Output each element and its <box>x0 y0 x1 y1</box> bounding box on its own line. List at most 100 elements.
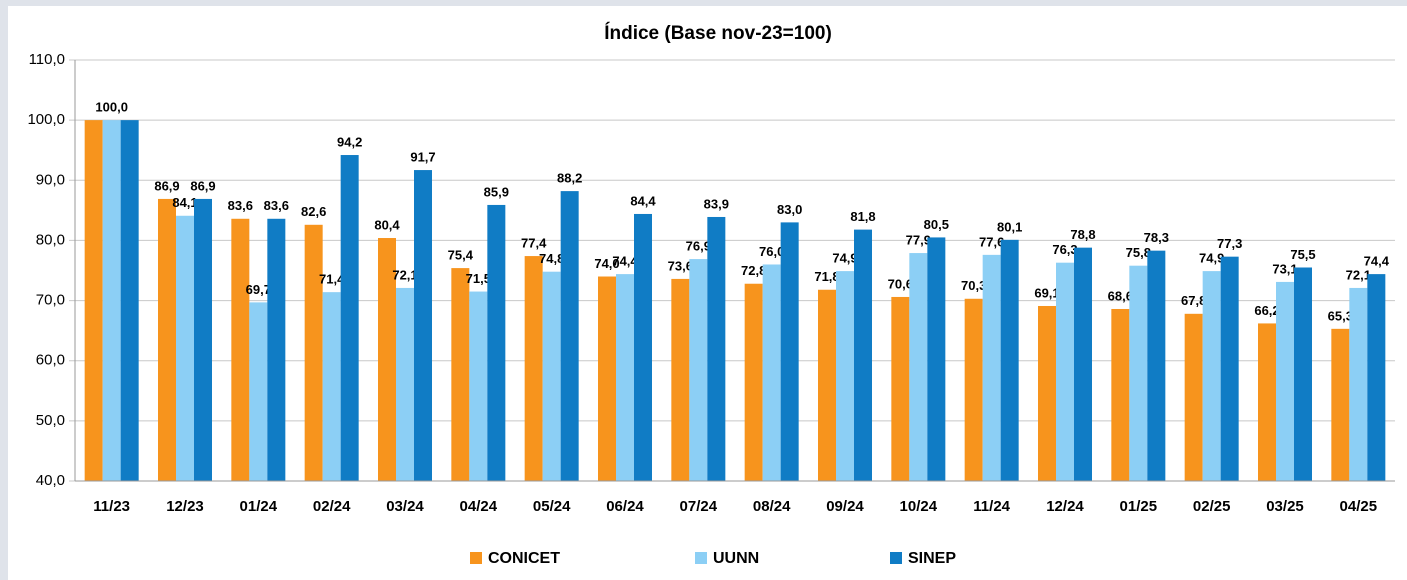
value-label: 76,3 <box>1052 242 1077 257</box>
bar <box>524 256 543 481</box>
bar <box>102 120 121 482</box>
legend-swatch <box>695 552 707 564</box>
value-label: 75,5 <box>1290 247 1315 262</box>
value-label: 71,4 <box>319 272 345 287</box>
x-tick-label: 10/24 <box>900 498 938 515</box>
y-tick-label: 50,0 <box>36 412 65 429</box>
value-label: 81,8 <box>850 209 875 224</box>
bar <box>689 259 708 481</box>
x-tick-label: 01/24 <box>240 498 278 515</box>
value-label: 72,1 <box>1346 267 1371 282</box>
bar <box>780 222 799 481</box>
value-label: 84,4 <box>630 193 656 208</box>
bar <box>909 253 928 481</box>
legend-label: SINEP <box>908 550 956 567</box>
legend-label: CONICET <box>488 550 560 567</box>
value-label: 77,4 <box>521 236 547 251</box>
value-label: 77,6 <box>979 234 1004 249</box>
x-tick-label: 01/25 <box>1120 498 1158 515</box>
legend-swatch <box>890 552 902 564</box>
bar <box>1367 274 1386 481</box>
bar <box>982 254 1001 481</box>
value-label: 72,1 <box>392 267 417 282</box>
bar <box>176 215 194 481</box>
bar <box>267 218 286 481</box>
bar <box>469 291 488 481</box>
x-tick-label: 02/25 <box>1193 498 1231 515</box>
legend-label: UUNN <box>713 550 759 567</box>
bar <box>818 289 836 481</box>
value-label: 74,4 <box>612 254 638 269</box>
x-tick-label: 05/24 <box>533 498 571 515</box>
bar <box>762 264 781 481</box>
value-label: 71,5 <box>466 271 491 286</box>
value-label: 69,7 <box>246 282 271 297</box>
bar <box>927 237 946 481</box>
bar <box>414 170 432 481</box>
bar <box>451 268 470 481</box>
value-label: 91,7 <box>410 149 435 164</box>
bar <box>1074 247 1092 481</box>
y-tick-label: 80,0 <box>36 231 65 248</box>
bar <box>1129 265 1148 481</box>
value-label: 74,4 <box>1364 254 1390 269</box>
value-label: 70,3 <box>961 278 986 293</box>
value-label: 75,4 <box>448 248 474 263</box>
legend-swatch <box>470 552 482 564</box>
x-tick-label: 03/25 <box>1266 498 1304 515</box>
x-tick-label: 12/23 <box>166 498 204 515</box>
bar <box>322 292 341 481</box>
bar <box>744 283 763 481</box>
value-label: 80,4 <box>374 217 400 232</box>
value-label: 75,8 <box>1126 245 1151 260</box>
bar <box>1038 305 1056 481</box>
value-label: 71,8 <box>814 269 839 284</box>
bar <box>1056 262 1074 481</box>
bar <box>1258 323 1276 481</box>
x-tick-label: 09/24 <box>826 498 864 515</box>
value-label: 65,3 <box>1328 308 1353 323</box>
value-label: 80,1 <box>997 219 1022 234</box>
value-label: 78,8 <box>1070 227 1095 242</box>
value-label: 82,6 <box>301 204 326 219</box>
bar <box>1111 308 1130 481</box>
bar <box>194 198 212 481</box>
y-tick-label: 90,0 <box>36 171 65 188</box>
value-label: 70,6 <box>888 276 913 291</box>
y-tick-label: 70,0 <box>36 292 65 309</box>
value-label: 73,6 <box>668 258 693 273</box>
bar <box>542 271 561 481</box>
bar <box>249 302 268 481</box>
y-tick-label: 100,0 <box>27 111 65 128</box>
bar <box>707 216 726 482</box>
x-tick-label: 07/24 <box>680 498 718 515</box>
value-label: 84,1 <box>172 195 197 210</box>
bar <box>120 120 139 482</box>
bar <box>1202 271 1221 481</box>
bar <box>158 198 176 481</box>
value-label: 83,0 <box>777 202 802 217</box>
bar <box>854 229 872 481</box>
value-label: 73,1 <box>1272 261 1297 276</box>
value-label: 74,8 <box>539 251 564 266</box>
x-tick-label: 12/24 <box>1046 498 1084 515</box>
bar <box>1000 239 1019 481</box>
x-tick-label: 11/23 <box>93 498 130 515</box>
bar <box>84 120 103 482</box>
value-label: 85,9 <box>484 184 509 199</box>
bar <box>1276 281 1294 481</box>
y-tick-label: 110,0 <box>29 51 65 68</box>
value-label: 74,9 <box>1199 251 1224 266</box>
value-label: 80,5 <box>924 217 949 232</box>
value-label: 68,6 <box>1108 288 1133 303</box>
value-label: 83,6 <box>228 198 253 213</box>
bar <box>340 155 359 482</box>
bar <box>598 276 616 481</box>
bar <box>396 287 414 481</box>
bar <box>1147 250 1166 481</box>
x-tick-label: 03/24 <box>386 498 424 515</box>
x-tick-label: 04/25 <box>1340 498 1378 515</box>
x-tick-label: 06/24 <box>606 498 644 515</box>
value-label: 94,2 <box>337 134 362 149</box>
